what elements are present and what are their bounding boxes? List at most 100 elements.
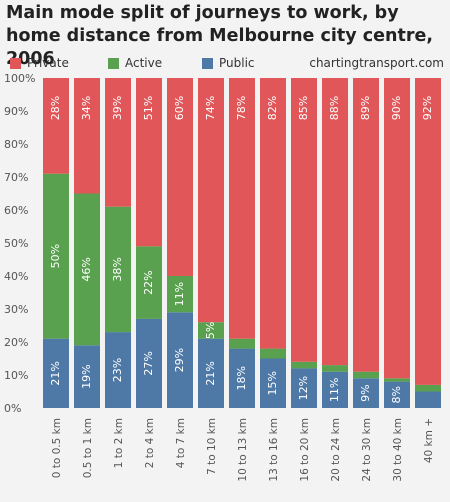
legend-label-private: Private [27,56,69,70]
legend-swatch-private [10,57,21,69]
bar-private [353,78,379,372]
data-label-private: 92% [421,96,434,120]
x-tick-label: 2 to 4 km [144,418,156,468]
data-label-private: 85% [297,96,310,120]
data-label-private: 60% [173,96,186,120]
bar-public [291,368,317,408]
x-tick-label: 0.5 to 1 km [82,418,94,478]
x-tick-label: 40 km + [423,418,435,463]
data-label-private: 78% [235,96,248,120]
data-label-private: 89% [359,96,372,120]
x-tick-label: 10 to 13 km [237,418,249,482]
y-tick-label: 40% [4,270,28,283]
bar-public [260,358,286,408]
bar-private [43,78,69,174]
legend-label-public: Public [219,56,255,70]
x-tick-label: 1 to 2 km [113,418,125,468]
y-tick-label: 90% [4,105,28,118]
legend-swatch-active [108,57,119,69]
y-tick-label: 70% [4,171,28,184]
data-label-private: 82% [266,96,279,120]
data-label-active: 5% [204,322,217,339]
data-label-public: 21% [49,361,62,385]
x-tick-label: 13 to 16 km [268,418,280,482]
data-label-public: 9% [359,384,372,401]
data-label-private: 34% [80,96,93,120]
bar-active [136,246,162,319]
legend-label-active: Active [125,56,163,70]
bar-public [322,371,348,408]
data-label-private: 28% [49,96,62,120]
legend-item-active: Active [108,56,162,70]
source-credit: chartingtransport.com [309,56,444,70]
data-label-public: 21% [204,361,217,385]
data-label-public: 29% [173,348,186,372]
y-tick-label: 60% [4,204,28,217]
data-label-private: 74% [204,96,217,120]
bar-active [105,206,131,333]
data-label-public: 12% [297,376,310,400]
bar-private [136,78,162,247]
data-label-public: 15% [266,371,279,395]
data-label-private: 51% [142,96,155,120]
bar-public [167,312,193,408]
bar-active [74,193,100,346]
y-tick-label: 80% [4,138,28,151]
data-label-active: 11% [173,282,186,306]
bar-public [74,345,100,408]
data-label-active: 50% [49,244,62,268]
bar-active [43,173,69,339]
y-tick-label: 0% [4,402,21,415]
y-tick-label: 100% [4,72,35,85]
x-tick-label: 20 to 24 km [330,418,342,482]
data-label-active: 22% [142,270,155,294]
legend-item-private: Private [10,56,69,70]
data-label-public: 8% [390,386,403,403]
bar-active [167,276,193,313]
bar-public [43,338,69,408]
legend-swatch-public [202,57,213,69]
bar-active [415,384,441,392]
bar-active [291,361,317,369]
bar-public [198,338,224,408]
x-tick-label: 24 to 30 km [361,418,373,482]
y-tick-label: 20% [4,336,28,349]
data-label-public: 23% [111,358,124,382]
bar-public [136,318,162,408]
x-tick-label: 7 to 10 km [206,418,218,475]
y-tick-label: 10% [4,369,28,382]
bar-private [384,78,410,379]
bar-private [322,78,348,366]
legend-item-public: Public [202,56,255,70]
bar-active [229,338,255,349]
y-tick-label: 30% [4,303,28,316]
data-label-public: 27% [142,351,155,375]
bar-active [384,378,410,382]
x-tick-label: 0 to 0.5 km [51,418,63,478]
bar-public [353,378,379,408]
bar-private [74,78,100,194]
bar-active [260,348,286,359]
bar-public [229,348,255,408]
bar-private [105,78,131,207]
bar-private [260,78,286,349]
bar-private [415,78,441,385]
data-label-active: 46% [80,257,93,281]
bar-public [384,381,410,408]
data-label-private: 90% [390,96,403,120]
bar-private [291,78,317,362]
bar-active [322,365,348,372]
data-label-private: 39% [111,96,124,120]
bar-active [198,322,224,339]
x-tick-label: 16 to 20 km [299,418,311,482]
bar-public [105,332,131,408]
y-tick-label: 50% [4,237,28,250]
data-label-private: 88% [328,96,341,120]
x-tick-label: 30 to 40 km [392,418,404,482]
bar-active [353,371,379,379]
data-label-public: 19% [80,364,93,388]
bar-private [167,78,193,276]
bar-private [229,78,255,339]
x-tick-label: 4 to 7 km [175,418,187,468]
